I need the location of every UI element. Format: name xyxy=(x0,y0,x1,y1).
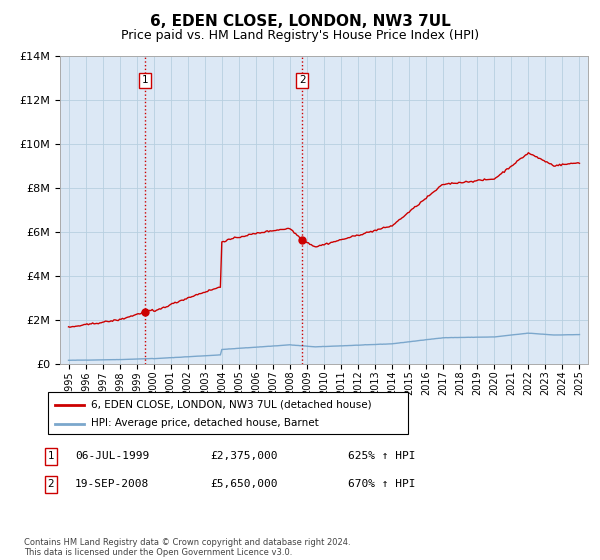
Text: 2: 2 xyxy=(299,75,305,85)
Text: 670% ↑ HPI: 670% ↑ HPI xyxy=(348,479,415,489)
Text: HPI: Average price, detached house, Barnet: HPI: Average price, detached house, Barn… xyxy=(91,418,319,428)
Text: 625% ↑ HPI: 625% ↑ HPI xyxy=(348,451,415,461)
Text: Price paid vs. HM Land Registry's House Price Index (HPI): Price paid vs. HM Land Registry's House … xyxy=(121,29,479,42)
FancyBboxPatch shape xyxy=(48,392,408,434)
Text: 06-JUL-1999: 06-JUL-1999 xyxy=(75,451,149,461)
Text: 2: 2 xyxy=(47,479,55,489)
Text: 6, EDEN CLOSE, LONDON, NW3 7UL: 6, EDEN CLOSE, LONDON, NW3 7UL xyxy=(149,14,451,29)
Text: 6, EDEN CLOSE, LONDON, NW3 7UL (detached house): 6, EDEN CLOSE, LONDON, NW3 7UL (detached… xyxy=(91,400,372,409)
Text: 1: 1 xyxy=(47,451,55,461)
Text: £2,375,000: £2,375,000 xyxy=(210,451,277,461)
Text: 19-SEP-2008: 19-SEP-2008 xyxy=(75,479,149,489)
Text: 1: 1 xyxy=(142,75,148,85)
Text: Contains HM Land Registry data © Crown copyright and database right 2024.
This d: Contains HM Land Registry data © Crown c… xyxy=(24,538,350,557)
Text: £5,650,000: £5,650,000 xyxy=(210,479,277,489)
